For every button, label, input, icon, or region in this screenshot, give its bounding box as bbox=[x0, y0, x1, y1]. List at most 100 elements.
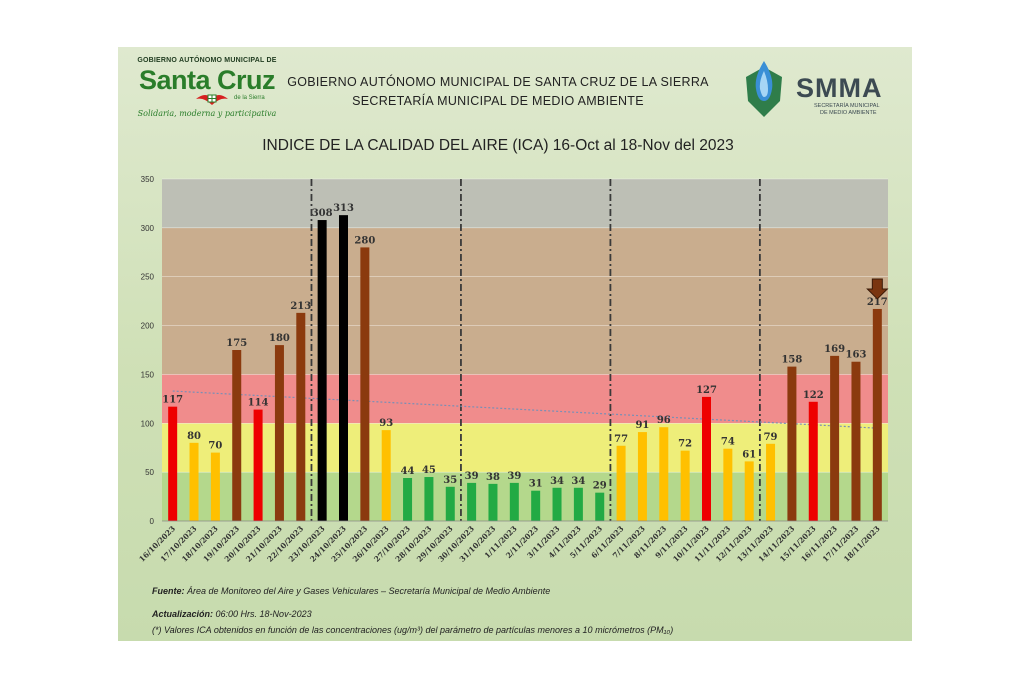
bird-emblem-icon bbox=[196, 94, 228, 105]
data-label: 96 bbox=[657, 415, 671, 426]
logo-city-subtitle: de la Sierra bbox=[234, 95, 265, 101]
y-tick-label: 200 bbox=[141, 322, 155, 331]
municipal-logo: GOBIERNO AUTÓNOMO MUNICIPAL DE Santa Cru… bbox=[132, 57, 282, 125]
bar-19/10/2023 bbox=[232, 350, 242, 521]
aqi-band-4 bbox=[162, 179, 888, 228]
bar-12/11/2023 bbox=[744, 461, 754, 521]
data-label: 213 bbox=[290, 301, 311, 312]
smma-subtitle-1: SECRETARÍA MUNICIPAL bbox=[814, 103, 880, 109]
y-tick-label: 0 bbox=[150, 517, 155, 526]
water-drop-shield-icon bbox=[746, 61, 782, 117]
data-label: 72 bbox=[678, 439, 692, 450]
aqi-band-2 bbox=[162, 374, 888, 424]
bar-3/11/2023 bbox=[552, 487, 562, 521]
bar-20/10/2023 bbox=[253, 409, 263, 521]
y-tick-label: 50 bbox=[145, 468, 154, 477]
bar-23/10/2023 bbox=[317, 220, 327, 522]
smma-logo: SMMA SECRETARÍA MUNICIPAL DE MEDIO AMBIE… bbox=[738, 55, 908, 125]
y-tick-label: 300 bbox=[141, 224, 155, 233]
aqi-band-0 bbox=[162, 472, 888, 521]
data-label: 163 bbox=[846, 350, 867, 361]
aqi-band-1 bbox=[162, 423, 888, 473]
header-line-1: GOBIERNO AUTÓNOMO MUNICIPAL DE SANTA CRU… bbox=[287, 75, 709, 89]
bar-31/10/2023 bbox=[488, 483, 498, 521]
header-line-2: SECRETARÍA MUNICIPAL DE MEDIO AMBIENTE bbox=[352, 94, 644, 108]
bar-27/10/2023 bbox=[403, 478, 413, 521]
bar-2/11/2023 bbox=[531, 490, 541, 521]
data-label: 180 bbox=[269, 333, 290, 344]
data-label: 117 bbox=[162, 395, 183, 406]
aqi-band-3 bbox=[162, 227, 888, 375]
highlight-arrow-icon bbox=[866, 278, 889, 300]
data-label: 127 bbox=[696, 385, 717, 396]
bar-8/11/2023 bbox=[659, 427, 669, 521]
bar-4/11/2023 bbox=[573, 487, 583, 521]
data-label: 122 bbox=[803, 390, 824, 401]
data-label: 44 bbox=[401, 466, 415, 477]
data-label: 39 bbox=[465, 471, 479, 482]
data-label: 158 bbox=[781, 355, 802, 366]
data-label: 34 bbox=[550, 476, 564, 487]
logo-government-text: GOBIERNO AUTÓNOMO MUNICIPAL DE bbox=[137, 57, 277, 64]
bar-22/10/2023 bbox=[296, 312, 306, 521]
data-label: 79 bbox=[764, 432, 778, 443]
data-label: 31 bbox=[529, 479, 543, 490]
bar-18/10/2023 bbox=[210, 452, 220, 521]
y-tick-label: 250 bbox=[141, 273, 155, 282]
data-label: 114 bbox=[248, 398, 269, 409]
bar-14/11/2023 bbox=[787, 366, 797, 521]
bar-28/10/2023 bbox=[424, 477, 434, 521]
bar-24/10/2023 bbox=[339, 215, 348, 521]
smma-logo-text: SMMA bbox=[796, 73, 883, 103]
data-label: 35 bbox=[443, 475, 457, 486]
data-label: 169 bbox=[824, 344, 845, 355]
logo-slogan: Solidaria, moderna y participativa bbox=[137, 109, 277, 118]
y-tick-label: 100 bbox=[141, 419, 155, 428]
bar-5/11/2023 bbox=[595, 492, 605, 521]
data-label: 29 bbox=[593, 481, 607, 492]
data-label: 74 bbox=[721, 437, 735, 448]
bar-16/10/2023 bbox=[168, 406, 178, 521]
y-tick-label: 350 bbox=[141, 175, 155, 184]
data-label: 93 bbox=[379, 418, 393, 429]
data-label: 175 bbox=[226, 338, 247, 349]
data-label: 70 bbox=[208, 441, 222, 452]
trend-line bbox=[172, 390, 878, 429]
bar-11/11/2023 bbox=[723, 448, 733, 521]
data-label: 91 bbox=[635, 420, 649, 431]
footer-source-label: Fuente: bbox=[152, 586, 185, 596]
footer-source: Fuente: Área de Monitoreo del Aire y Gas… bbox=[152, 586, 550, 596]
bar-17/10/2023 bbox=[189, 442, 199, 521]
data-label: 45 bbox=[422, 465, 436, 476]
data-label: 80 bbox=[187, 431, 201, 442]
bar-16/11/2023 bbox=[830, 355, 840, 521]
footer-update: Actualización: 06:00 Hrs. 18-Nov-2023 bbox=[152, 609, 312, 619]
footer-update-label: Actualización: bbox=[152, 609, 214, 619]
chart-title: INDICE DE LA CALIDAD DEL AIRE (ICA) 16-O… bbox=[262, 137, 734, 154]
data-label: 39 bbox=[507, 471, 521, 482]
data-label: 77 bbox=[614, 434, 628, 445]
bar-10/11/2023 bbox=[702, 396, 711, 521]
footer-update-text: 06:00 Hrs. 18-Nov-2023 bbox=[215, 609, 312, 619]
bar-26/10/2023 bbox=[381, 430, 391, 521]
data-label: 38 bbox=[486, 472, 500, 483]
bar-15/11/2023 bbox=[808, 401, 818, 521]
bar-17/11/2023 bbox=[851, 361, 861, 521]
bar-9/11/2023 bbox=[680, 450, 690, 521]
bar-25/10/2023 bbox=[360, 247, 370, 521]
logo-city-name: Santa Cruz bbox=[138, 65, 276, 95]
data-label: 61 bbox=[742, 449, 756, 460]
bar-30/10/2023 bbox=[467, 482, 477, 521]
footer-source-text: Área de Monitoreo del Aire y Gases Vehic… bbox=[187, 586, 551, 596]
footer-note: (*) Valores ICA obtenidos en función de … bbox=[152, 625, 674, 635]
bar-6/11/2023 bbox=[616, 445, 626, 521]
bar-13/11/2023 bbox=[766, 443, 776, 521]
bar-18/11/2023 bbox=[872, 308, 882, 521]
data-label: 217 bbox=[867, 297, 888, 308]
data-label: 34 bbox=[571, 476, 585, 487]
page-header: GOBIERNO AUTÓNOMO MUNICIPAL DE SANTA CRU… bbox=[278, 73, 718, 111]
bar-21/10/2023 bbox=[274, 345, 284, 521]
y-tick-label: 150 bbox=[141, 370, 155, 379]
data-label: 280 bbox=[354, 235, 375, 246]
smma-subtitle-2: DE MEDIO AMBIENTE bbox=[820, 110, 877, 116]
